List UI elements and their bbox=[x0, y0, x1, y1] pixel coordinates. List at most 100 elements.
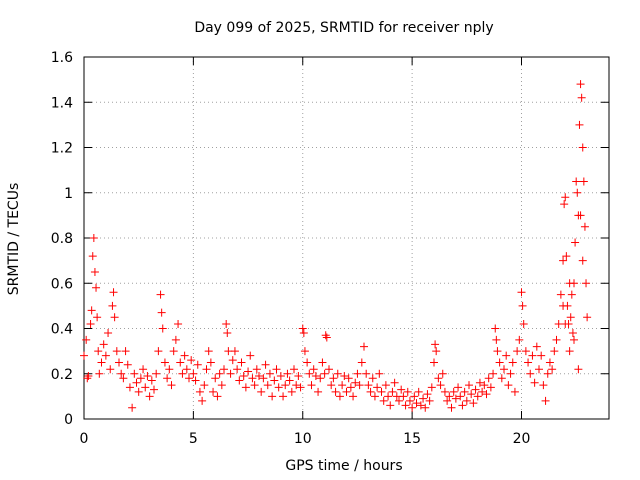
data-point bbox=[202, 365, 211, 374]
data-point bbox=[366, 387, 375, 396]
data-point bbox=[401, 401, 410, 410]
data-point bbox=[377, 387, 386, 396]
data-point bbox=[303, 358, 312, 367]
data-point bbox=[134, 387, 143, 396]
data-point bbox=[94, 347, 103, 356]
data-point bbox=[307, 381, 316, 390]
data-point bbox=[355, 381, 364, 390]
y-tick-label: 0.8 bbox=[51, 231, 73, 247]
data-point bbox=[292, 381, 301, 390]
y-axis-label: SRMTID / TECUs bbox=[6, 183, 22, 296]
data-point bbox=[309, 365, 318, 374]
data-point bbox=[386, 401, 395, 410]
data-point bbox=[482, 390, 491, 399]
data-point bbox=[198, 396, 207, 405]
data-point bbox=[421, 403, 430, 412]
data-point bbox=[344, 374, 353, 383]
data-point bbox=[541, 396, 550, 405]
data-point bbox=[545, 358, 554, 367]
y-tick-label: 1.6 bbox=[51, 50, 73, 66]
x-tick-label: 15 bbox=[403, 431, 421, 447]
data-point bbox=[351, 378, 360, 387]
data-point bbox=[239, 372, 248, 381]
data-point bbox=[493, 347, 502, 356]
data-point bbox=[576, 80, 585, 89]
data-point bbox=[130, 369, 139, 378]
data-point bbox=[449, 387, 458, 396]
data-point bbox=[283, 369, 292, 378]
data-point bbox=[95, 369, 104, 378]
data-point bbox=[143, 372, 152, 381]
data-point bbox=[510, 387, 519, 396]
y-tick-label: 0.2 bbox=[51, 367, 73, 383]
data-point bbox=[327, 381, 336, 390]
data-point bbox=[436, 381, 445, 390]
data-point bbox=[200, 381, 209, 390]
data-point bbox=[495, 358, 504, 367]
data-point bbox=[104, 329, 113, 338]
data-point bbox=[375, 369, 384, 378]
data-point bbox=[209, 387, 218, 396]
data-point bbox=[373, 383, 382, 392]
data-point bbox=[132, 378, 141, 387]
y-tick-label: 0.6 bbox=[51, 276, 73, 292]
data-point bbox=[524, 358, 533, 367]
x-tick-label: 5 bbox=[189, 431, 198, 447]
data-point bbox=[576, 211, 585, 220]
data-point bbox=[532, 342, 541, 351]
data-point bbox=[561, 319, 570, 328]
data-point bbox=[471, 385, 480, 394]
y-tick-label: 1.4 bbox=[51, 95, 73, 111]
data-point bbox=[486, 383, 495, 392]
data-point bbox=[484, 374, 493, 383]
axis-ticks: 0 0.2 0.4 0.6 0.8 1 1.2 1.4 1.6 0 5 10 15 20 bbox=[51, 50, 609, 447]
data-point bbox=[565, 279, 574, 288]
data-point bbox=[92, 283, 101, 292]
data-point bbox=[526, 369, 535, 378]
data-point bbox=[364, 381, 373, 390]
data-point bbox=[128, 403, 137, 412]
data-point bbox=[154, 347, 163, 356]
data-point bbox=[475, 378, 484, 387]
data-point bbox=[141, 383, 150, 392]
data-point bbox=[353, 369, 362, 378]
data-point bbox=[195, 387, 204, 396]
data-point bbox=[454, 383, 463, 392]
data-point bbox=[217, 381, 226, 390]
data-point bbox=[235, 376, 244, 385]
data-point bbox=[502, 351, 511, 360]
data-point bbox=[412, 399, 421, 408]
data-point bbox=[338, 381, 347, 390]
data-point bbox=[388, 387, 397, 396]
data-point bbox=[528, 351, 537, 360]
data-point bbox=[89, 234, 98, 242]
data-point bbox=[322, 333, 331, 342]
data-point bbox=[539, 381, 548, 390]
data-point bbox=[125, 383, 134, 392]
data-point bbox=[259, 374, 268, 383]
data-point bbox=[88, 252, 97, 261]
data-point bbox=[562, 252, 571, 261]
data-point bbox=[244, 367, 253, 376]
data-point bbox=[580, 222, 589, 231]
data-point bbox=[261, 360, 270, 369]
data-point bbox=[497, 374, 506, 383]
data-point bbox=[492, 335, 501, 344]
data-point bbox=[86, 319, 95, 328]
data-point bbox=[136, 374, 145, 383]
data-point bbox=[473, 392, 482, 401]
data-point bbox=[331, 387, 340, 396]
data-point bbox=[171, 335, 180, 344]
data-point bbox=[521, 347, 530, 356]
data-point bbox=[451, 394, 460, 403]
data-point bbox=[578, 143, 587, 152]
data-point bbox=[174, 319, 183, 328]
data-point bbox=[90, 267, 99, 276]
data-point bbox=[223, 329, 232, 338]
data-point bbox=[408, 403, 417, 412]
data-point bbox=[489, 369, 498, 378]
data-point bbox=[182, 365, 191, 374]
data-point bbox=[158, 324, 167, 333]
data-point bbox=[187, 356, 196, 365]
